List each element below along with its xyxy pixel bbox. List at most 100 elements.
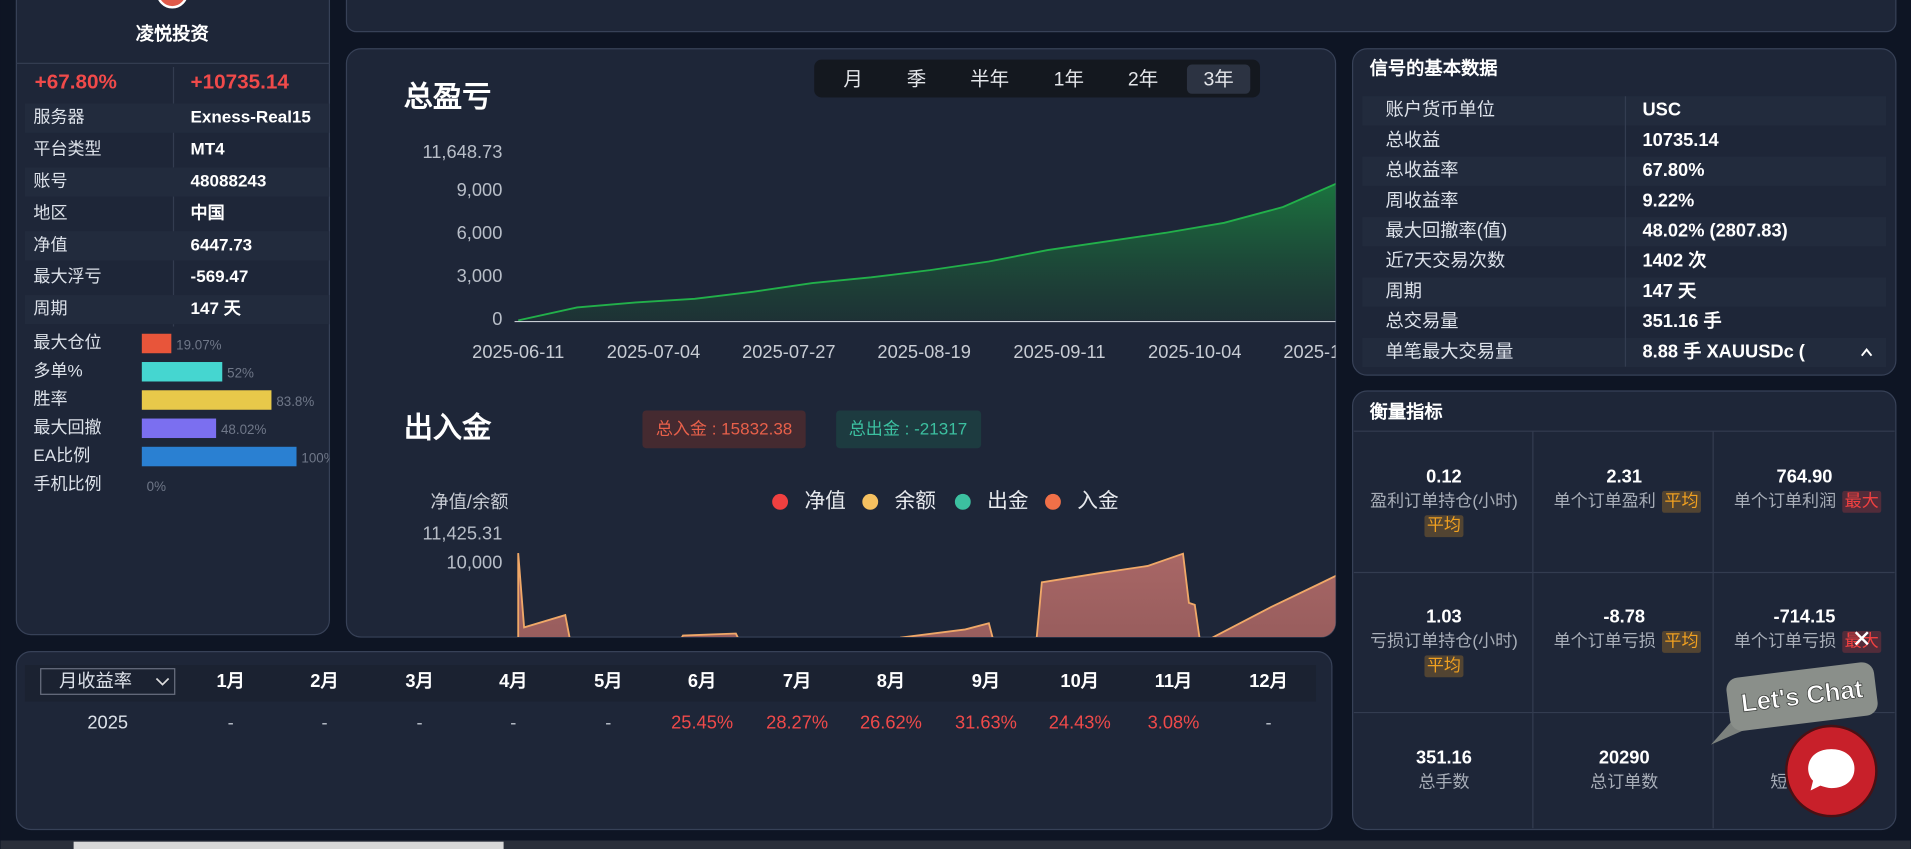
left-content: 凌悦投资 +67.80% +10735.14 服务器 Exness-Real15 平台类型…	[24, 23, 335, 494]
metric-value: 764.90	[1777, 465, 1833, 486]
row-label: 平台类型	[33, 140, 101, 159]
tab[interactable]: 1年	[1054, 69, 1084, 91]
y-tick-label: 6,000	[457, 222, 503, 243]
area-fill	[518, 153, 1336, 321]
month-header: 6月	[688, 670, 716, 691]
legend-label: 出金	[987, 489, 1029, 512]
bar-label: EA比例	[33, 446, 90, 465]
x-tick-label: 2025-09-11	[1013, 341, 1105, 362]
tab[interactable]: 季	[907, 69, 926, 91]
row-value: 48088243	[191, 171, 267, 190]
scrollbar-thumb[interactable]	[73, 841, 504, 849]
bar-value: 100%	[301, 451, 335, 466]
x-tick-label: 2025-10-04	[1148, 341, 1241, 362]
bar-value: 19.07%	[176, 337, 221, 352]
tab[interactable]: 3年	[1203, 69, 1233, 91]
row-label: 周期	[33, 299, 67, 318]
metric-label: 单个订单利润	[1734, 491, 1836, 510]
month-value: -	[605, 711, 611, 732]
total-badge	[836, 410, 982, 449]
chart-title: 出入金	[404, 411, 492, 445]
tab[interactable]: 2年	[1128, 69, 1158, 91]
row-label: 总收益	[1385, 129, 1440, 150]
metric-label: 单个订单亏损	[1554, 631, 1656, 650]
selector-chevron	[155, 677, 170, 686]
chat-widget[interactable]: Let's Chat	[1703, 631, 1880, 818]
collapse-icon[interactable]	[1860, 348, 1873, 357]
header-band	[24, 665, 1317, 702]
month-value: -	[1265, 711, 1271, 732]
chat-icon	[1808, 749, 1855, 791]
month-header: 2月	[310, 670, 338, 691]
month-value: 31.63%	[955, 711, 1017, 732]
row-band	[1362, 277, 1887, 307]
month-header: 11月	[1155, 670, 1193, 691]
row-band	[1362, 247, 1887, 277]
metric-tag-bg	[1424, 515, 1464, 538]
chart-title: 总盈亏	[404, 80, 492, 113]
month-header: 7月	[783, 670, 811, 691]
legend-dot[interactable]	[1045, 493, 1061, 510]
tab[interactable]: 半年	[970, 69, 1009, 91]
metric-tag-bg	[1424, 655, 1464, 678]
avatar	[158, 0, 187, 9]
tab[interactable]: 月	[843, 69, 862, 91]
stat-bar	[141, 418, 217, 439]
metric-tag-bg	[1842, 490, 1882, 513]
chat-badge[interactable]: Let's Chat	[1703, 661, 1880, 745]
row-label: 周期	[1385, 280, 1422, 301]
row-label: 账户货币单位	[1385, 99, 1495, 120]
bar-label: 最大回撤	[33, 418, 101, 437]
row-label: 净值	[33, 235, 67, 254]
row-value: 48.02% (2807.83)	[1642, 220, 1787, 241]
metric-label: 总手数	[1418, 773, 1469, 792]
month-header: 3月	[405, 670, 433, 691]
metric-tag: 平均	[1664, 491, 1698, 510]
metric-value: 1.03	[1426, 605, 1462, 626]
bar-label: 多单%	[33, 361, 82, 380]
row-value: 6447.73	[191, 235, 253, 254]
metric-label: 亏损订单持仓(小时)	[1370, 631, 1518, 650]
row-label: 最大浮亏	[33, 267, 101, 286]
x-tick-label: 2025-07-04	[607, 341, 700, 362]
selector[interactable]	[40, 668, 176, 695]
metric-tag: 平均	[1664, 631, 1698, 650]
legend-dot[interactable]	[772, 493, 789, 510]
row-band	[1362, 337, 1887, 368]
row-value: USC	[1642, 99, 1681, 120]
x-tick-label: 2025-08-19	[877, 341, 970, 362]
bar-label: 最大仓位	[33, 333, 101, 352]
bar-label: 手机比例	[33, 474, 101, 493]
bar-label: 胜率	[33, 390, 67, 409]
month-value: 25.45%	[671, 711, 733, 732]
row-label: 总交易量	[1385, 310, 1458, 331]
legend-label: 净值	[804, 489, 845, 512]
badge-body	[1726, 662, 1878, 731]
row-label: 地区	[33, 203, 67, 222]
month-header: 10月	[1060, 670, 1099, 691]
metric-tag-bg	[1661, 490, 1701, 513]
row-band	[24, 295, 330, 325]
metric-tag: 最大	[1845, 491, 1879, 510]
row-value: 67.80%	[1642, 159, 1704, 180]
metric-label: 盈利订单持仓(小时)	[1370, 491, 1518, 510]
row-label: 账号	[33, 171, 67, 190]
row-band	[1362, 126, 1887, 156]
row-value: -569.47	[191, 267, 249, 286]
panel-title: 衡量指标	[1370, 401, 1443, 422]
month-value: -	[510, 711, 516, 732]
legend-dot[interactable]	[954, 493, 971, 510]
metric-tag: 最大	[1845, 631, 1879, 650]
total-badge	[642, 410, 806, 449]
close-icon[interactable]	[1854, 631, 1869, 646]
total-in: 总入金 : 15832.38	[656, 419, 792, 438]
tab-active	[1186, 64, 1251, 94]
metric-tag: 平均	[1427, 656, 1461, 675]
row-band	[24, 103, 330, 133]
metric-label: 单个订单盈利	[1554, 491, 1656, 510]
row-band	[1362, 217, 1887, 247]
legend-dot[interactable]	[862, 493, 879, 510]
month-value: -	[416, 711, 422, 732]
metric-value: -714.15	[1774, 605, 1836, 626]
